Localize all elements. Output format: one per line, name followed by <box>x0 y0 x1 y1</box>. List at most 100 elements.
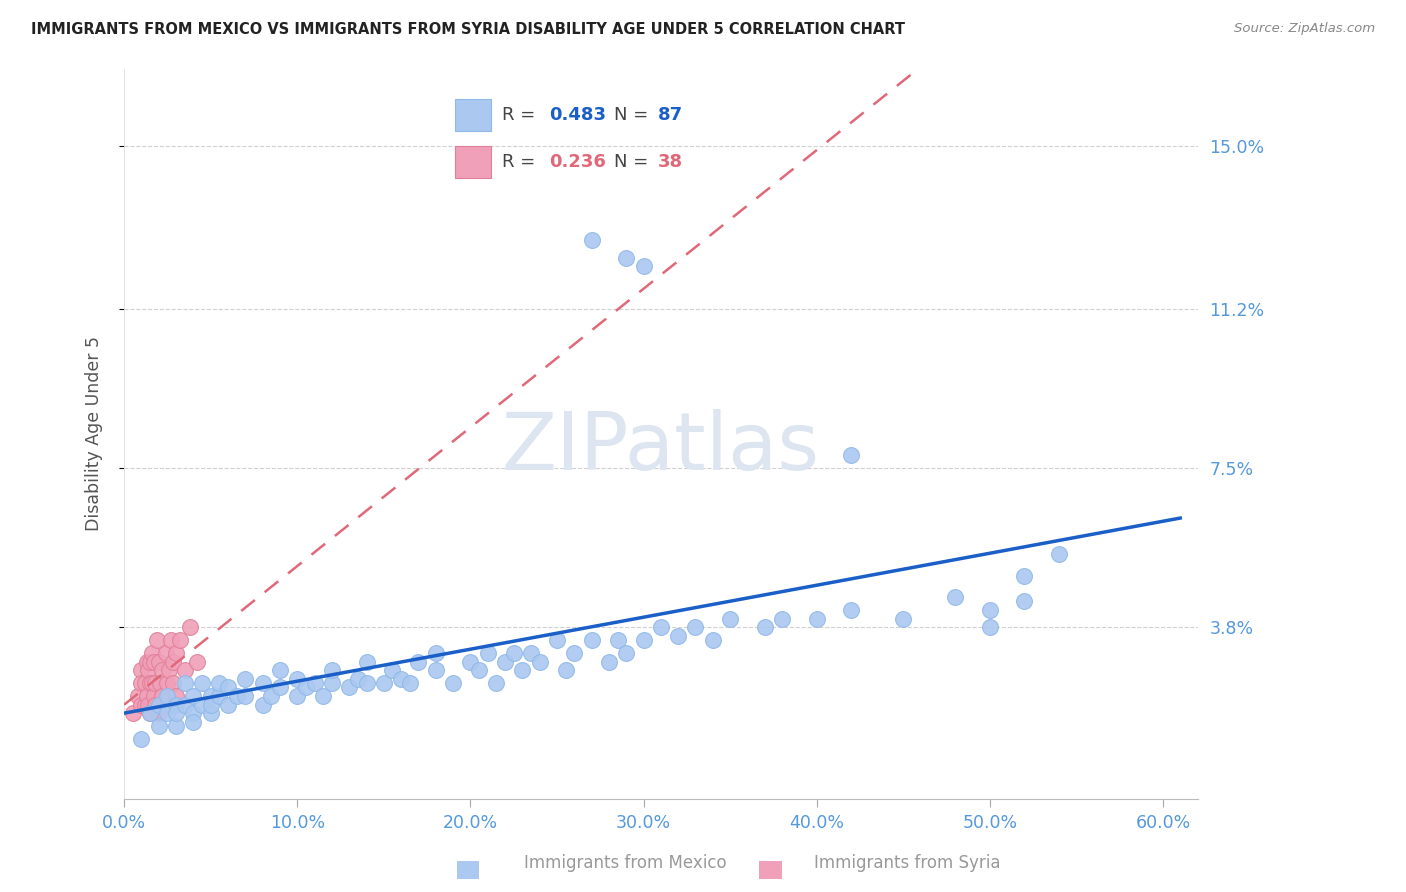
Point <box>165 706 187 721</box>
Point <box>208 676 231 690</box>
Point <box>160 633 183 648</box>
Point <box>666 629 689 643</box>
Point <box>373 676 395 690</box>
Point <box>304 676 326 690</box>
Point <box>142 655 165 669</box>
Point <box>165 689 187 703</box>
Point <box>148 706 170 721</box>
Point <box>839 603 862 617</box>
Point <box>173 663 195 677</box>
Point <box>702 633 724 648</box>
Point <box>148 719 170 733</box>
Point <box>295 681 318 695</box>
Text: IMMIGRANTS FROM MEXICO VS IMMIGRANTS FROM SYRIA DISABILITY AGE UNDER 5 CORRELATI: IMMIGRANTS FROM MEXICO VS IMMIGRANTS FRO… <box>31 22 905 37</box>
Y-axis label: Disability Age Under 5: Disability Age Under 5 <box>86 336 103 532</box>
Point <box>494 655 516 669</box>
Point <box>143 698 166 712</box>
Point <box>131 663 153 677</box>
Point <box>225 689 247 703</box>
Text: Immigrants from Mexico: Immigrants from Mexico <box>524 855 727 872</box>
Point <box>134 698 156 712</box>
Point <box>468 663 491 677</box>
Point <box>156 689 179 703</box>
Point <box>285 689 308 703</box>
Point <box>191 698 214 712</box>
Point <box>134 676 156 690</box>
Point <box>943 590 966 604</box>
Point <box>633 259 655 273</box>
Point <box>165 646 187 660</box>
Point <box>485 676 508 690</box>
Text: Source: ZipAtlas.com: Source: ZipAtlas.com <box>1234 22 1375 36</box>
Point <box>754 620 776 634</box>
Point <box>252 698 274 712</box>
Point <box>162 655 184 669</box>
Point <box>162 676 184 690</box>
Point <box>1014 568 1036 582</box>
Point <box>156 706 179 721</box>
Point <box>138 698 160 712</box>
Point <box>425 663 447 677</box>
Point <box>408 655 430 669</box>
Text: ZIPatlas: ZIPatlas <box>502 409 820 487</box>
Point <box>183 706 205 721</box>
Point <box>173 676 195 690</box>
Point <box>186 655 208 669</box>
Point <box>979 620 1001 634</box>
Point <box>460 655 482 669</box>
Point <box>562 646 585 660</box>
Point <box>606 633 628 648</box>
Point <box>183 689 205 703</box>
Point <box>441 676 464 690</box>
Point <box>139 655 162 669</box>
Point <box>208 689 231 703</box>
Point <box>135 655 157 669</box>
Point <box>141 676 163 690</box>
Point <box>141 646 163 660</box>
Point <box>179 620 201 634</box>
Point <box>1047 547 1070 561</box>
Point <box>138 663 160 677</box>
Point <box>502 646 524 660</box>
Point <box>157 663 180 677</box>
Point <box>398 676 420 690</box>
Point <box>510 663 533 677</box>
Point <box>156 676 179 690</box>
Point <box>131 698 153 712</box>
Point <box>260 689 283 703</box>
Point <box>979 603 1001 617</box>
Point <box>614 251 637 265</box>
Point <box>321 676 343 690</box>
Text: Immigrants from Syria: Immigrants from Syria <box>814 855 1000 872</box>
Point <box>121 706 143 721</box>
Point <box>127 689 149 703</box>
Point <box>389 672 412 686</box>
Point <box>520 646 543 660</box>
Point <box>131 731 153 746</box>
Point <box>614 646 637 660</box>
Point <box>183 714 205 729</box>
Point <box>839 448 862 462</box>
Point <box>233 672 256 686</box>
Point <box>200 698 222 712</box>
Point <box>165 719 187 733</box>
Point <box>191 676 214 690</box>
Point <box>139 706 162 721</box>
Point <box>200 706 222 721</box>
Point <box>581 234 603 248</box>
Point <box>148 655 170 669</box>
Point <box>135 689 157 703</box>
Point <box>347 672 370 686</box>
Point <box>139 706 162 721</box>
Point <box>770 612 793 626</box>
Point <box>173 698 195 712</box>
Point <box>356 676 378 690</box>
Point <box>233 689 256 703</box>
Point <box>143 676 166 690</box>
Point <box>150 689 173 703</box>
Point <box>217 698 239 712</box>
Point <box>529 655 551 669</box>
Point <box>356 655 378 669</box>
Point <box>165 698 187 712</box>
Point <box>139 676 162 690</box>
